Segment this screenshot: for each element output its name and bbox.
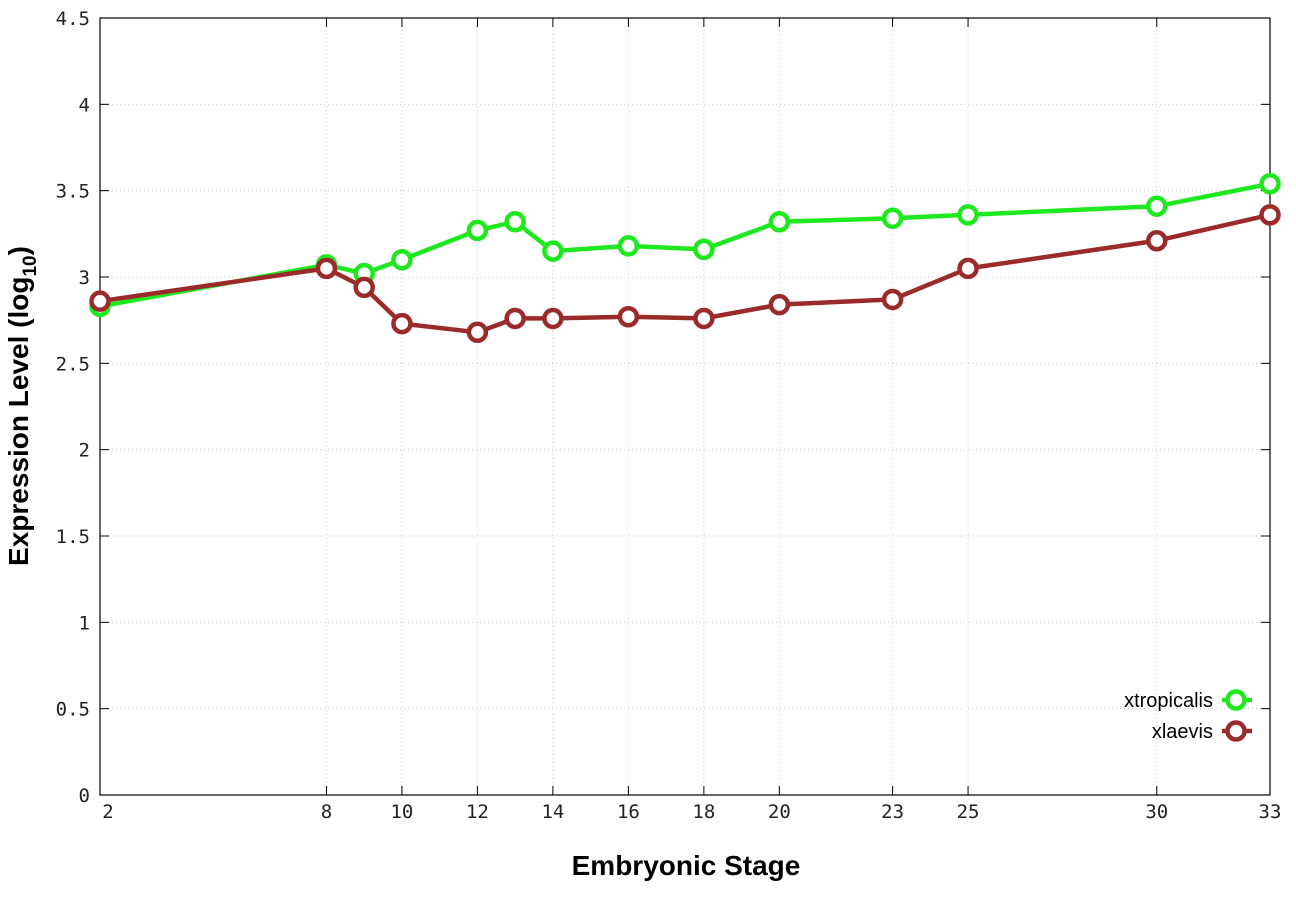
data-point-xlaevis <box>89 290 111 312</box>
data-point-xlaevis <box>881 288 904 311</box>
y-tick-label: 4 <box>79 94 90 116</box>
y-axis-title-close: ) <box>3 246 34 255</box>
y-tick-label: 4.5 <box>56 8 90 30</box>
data-point-xtropicalis <box>542 240 564 262</box>
x-tick-label: 16 <box>617 801 640 823</box>
y-axis-title-main: Expression Level (log <box>3 277 34 566</box>
data-point-xtropicalis <box>617 235 640 257</box>
data-point-xlaevis <box>315 257 338 280</box>
y-axis-title: Expression Level (log10) <box>3 246 41 566</box>
x-tick-label: 12 <box>466 801 489 823</box>
legend: xtropicalis xlaevis <box>1124 689 1252 743</box>
y-tick-label: 2 <box>79 440 90 462</box>
x-axis-title: Embryonic Stage <box>572 850 801 881</box>
data-point-xtropicalis <box>1259 173 1281 195</box>
legend-entry-xlaevis: xlaevis <box>1152 720 1252 743</box>
y-tick-label: 0 <box>79 785 90 807</box>
y-tick-label: 0.5 <box>56 699 90 721</box>
grid-layer <box>100 18 1270 795</box>
series-xtropicalis <box>89 173 1281 318</box>
series-xlaevis <box>89 204 1281 344</box>
data-point-xlaevis <box>768 293 791 316</box>
y-tick-label: 2.5 <box>56 353 90 375</box>
x-tick-label: 14 <box>541 801 564 823</box>
data-point-xtropicalis <box>881 207 904 230</box>
data-point-xtropicalis <box>1146 195 1168 217</box>
data-point-xlaevis <box>466 321 489 344</box>
x-tick-label: 20 <box>768 801 791 823</box>
y-tick-label: 1 <box>79 612 90 634</box>
x-tick-label: 18 <box>692 801 715 823</box>
data-point-xtropicalis <box>957 204 979 226</box>
x-tick-label: 8 <box>321 801 332 823</box>
legend-marker <box>1225 689 1247 711</box>
x-tick-label: 2 <box>102 801 113 823</box>
data-point-xlaevis <box>617 305 640 328</box>
data-point-xtropicalis <box>693 238 715 261</box>
y-tick-label: 3.5 <box>56 181 90 203</box>
x-tick-label: 23 <box>881 801 904 823</box>
data-point-xtropicalis <box>391 248 413 271</box>
series-line-xtropicalis <box>99 181 1271 309</box>
x-tick-label: 10 <box>390 801 413 823</box>
series-line-xlaevis <box>99 212 1271 335</box>
data-point-xlaevis <box>391 312 413 335</box>
legend-label: xtropicalis <box>1124 690 1213 712</box>
y-axis-title-subscript: 10 <box>20 255 41 276</box>
data-point-xlaevis <box>353 276 375 299</box>
x-tick-label: 33 <box>1259 801 1282 823</box>
legend-entry-xtropicalis: xtropicalis <box>1124 689 1252 712</box>
data-point-xtropicalis <box>768 210 791 233</box>
data-point-xtropicalis <box>466 219 489 242</box>
plot-frame <box>99 17 1271 796</box>
legend-marker <box>1225 720 1247 742</box>
data-point-xlaevis <box>504 307 526 330</box>
y-tick-label: 3 <box>79 267 90 289</box>
legend-label: xlaevis <box>1152 721 1213 743</box>
data-point-xlaevis <box>1259 204 1281 226</box>
data-point-xlaevis <box>1146 229 1168 252</box>
y-tick-label: 1.5 <box>56 526 90 548</box>
x-tick-label: 25 <box>957 801 980 823</box>
ticks-layer: 0 0.5 1 1.5 2 2.5 3 3.5 4 4.5 2 8 10 12 14 16 18 20 23 25 30… <box>56 8 1282 823</box>
series-layer <box>89 173 1281 344</box>
data-point-xlaevis <box>957 257 979 280</box>
data-point-xlaevis <box>693 307 715 330</box>
data-point-xlaevis <box>542 307 564 330</box>
data-point-xtropicalis <box>504 210 526 233</box>
x-tick-label: 30 <box>1145 801 1168 823</box>
